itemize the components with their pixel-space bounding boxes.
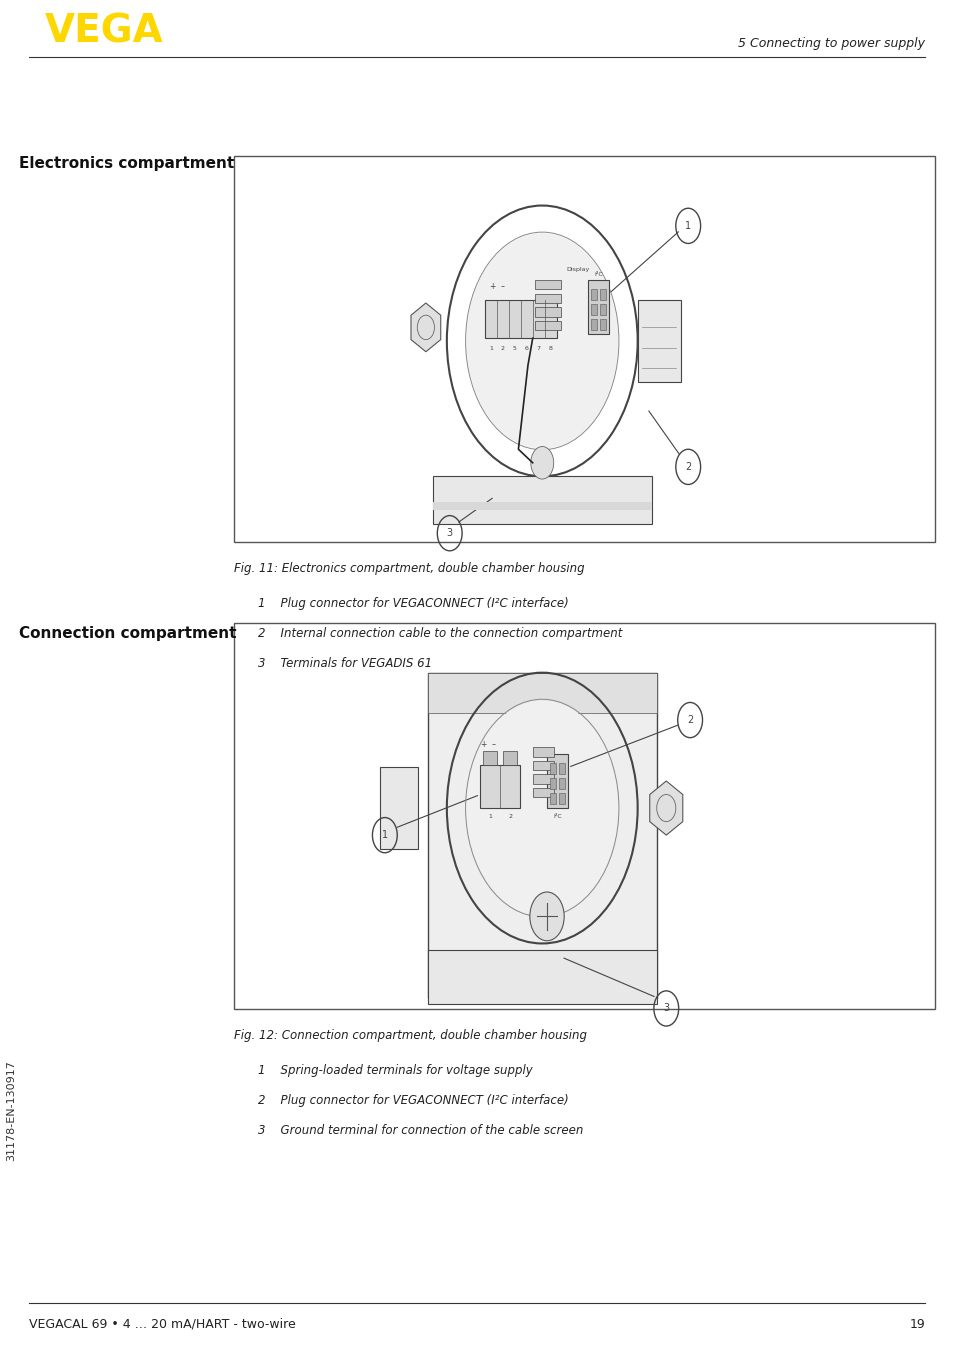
- Text: 1: 1: [489, 347, 493, 351]
- Polygon shape: [649, 781, 682, 835]
- Bar: [532, 788, 553, 798]
- Bar: [502, 751, 517, 765]
- Text: VEGACAL 69 • 4 … 20 mA/HART - two-wire: VEGACAL 69 • 4 … 20 mA/HART - two-wire: [29, 1317, 295, 1331]
- Text: 3    Terminals for VEGADIS 61: 3 Terminals for VEGADIS 61: [257, 657, 432, 670]
- Bar: [534, 321, 560, 330]
- Bar: [590, 305, 596, 315]
- Bar: [558, 779, 564, 789]
- Bar: [637, 301, 679, 382]
- Bar: [587, 280, 608, 334]
- Bar: [432, 477, 651, 524]
- Circle shape: [529, 892, 563, 941]
- Text: 31178-EN-130917: 31178-EN-130917: [7, 1060, 16, 1160]
- Bar: [549, 764, 555, 774]
- Text: 1: 1: [381, 830, 388, 839]
- Text: 1: 1: [488, 814, 492, 819]
- Text: I²C: I²C: [553, 814, 561, 819]
- Text: VEGA: VEGA: [45, 12, 163, 50]
- Text: +  –: + –: [480, 741, 496, 749]
- Polygon shape: [411, 303, 440, 352]
- Text: 5: 5: [513, 347, 517, 351]
- Text: 1    Plug connector for VEGACONNECT (I²C interface): 1 Plug connector for VEGACONNECT (I²C in…: [257, 597, 568, 611]
- Text: 6: 6: [524, 347, 528, 351]
- Text: 1    Spring-loaded terminals for voltage supply: 1 Spring-loaded terminals for voltage su…: [257, 1064, 532, 1078]
- Text: 2: 2: [500, 347, 504, 351]
- Text: 2    Plug connector for VEGACONNECT (I²C interface): 2 Plug connector for VEGACONNECT (I²C in…: [257, 1094, 568, 1108]
- Bar: [233, 623, 934, 1009]
- Bar: [479, 765, 519, 808]
- Text: 5 Connecting to power supply: 5 Connecting to power supply: [738, 37, 924, 50]
- Text: +  –: + –: [489, 283, 504, 291]
- Text: 7: 7: [537, 347, 540, 351]
- Bar: [558, 764, 564, 774]
- Circle shape: [466, 700, 618, 915]
- Bar: [432, 502, 651, 509]
- Text: 3: 3: [662, 1003, 669, 1013]
- Text: Connection compartment: Connection compartment: [19, 626, 236, 640]
- Bar: [590, 290, 596, 301]
- Text: 1: 1: [684, 221, 691, 230]
- Text: 19: 19: [908, 1317, 924, 1331]
- Bar: [379, 768, 417, 849]
- Text: 2: 2: [686, 715, 693, 724]
- Bar: [427, 673, 656, 714]
- Text: I²C: I²C: [594, 272, 602, 278]
- Bar: [590, 320, 596, 330]
- Text: 8: 8: [548, 347, 552, 351]
- Bar: [534, 307, 560, 317]
- Bar: [532, 747, 553, 757]
- Text: 2: 2: [684, 462, 691, 471]
- Bar: [427, 951, 656, 1005]
- Text: Fig. 11: Electronics compartment, double chamber housing: Fig. 11: Electronics compartment, double…: [233, 562, 584, 575]
- Bar: [532, 774, 553, 784]
- Circle shape: [530, 447, 553, 479]
- Text: 3    Ground terminal for connection of the cable screen: 3 Ground terminal for connection of the …: [257, 1124, 582, 1137]
- Bar: [482, 751, 497, 765]
- Bar: [233, 156, 934, 542]
- Bar: [534, 280, 560, 290]
- Text: Electronics compartment: Electronics compartment: [19, 156, 234, 171]
- Text: Fig. 12: Connection compartment, double chamber housing: Fig. 12: Connection compartment, double …: [233, 1029, 586, 1043]
- Text: 3: 3: [446, 528, 453, 538]
- Bar: [484, 301, 556, 338]
- Bar: [558, 793, 564, 804]
- Bar: [599, 320, 605, 330]
- Bar: [599, 305, 605, 315]
- Bar: [532, 761, 553, 770]
- Bar: [549, 793, 555, 804]
- Bar: [599, 290, 605, 301]
- Bar: [546, 754, 567, 808]
- Bar: [427, 673, 656, 998]
- Text: 2: 2: [508, 814, 512, 819]
- Circle shape: [466, 233, 618, 448]
- Text: 2    Internal connection cable to the connection compartment: 2 Internal connection cable to the conne…: [257, 627, 621, 640]
- Text: Display: Display: [565, 267, 589, 272]
- Bar: [549, 779, 555, 789]
- Bar: [534, 294, 560, 303]
